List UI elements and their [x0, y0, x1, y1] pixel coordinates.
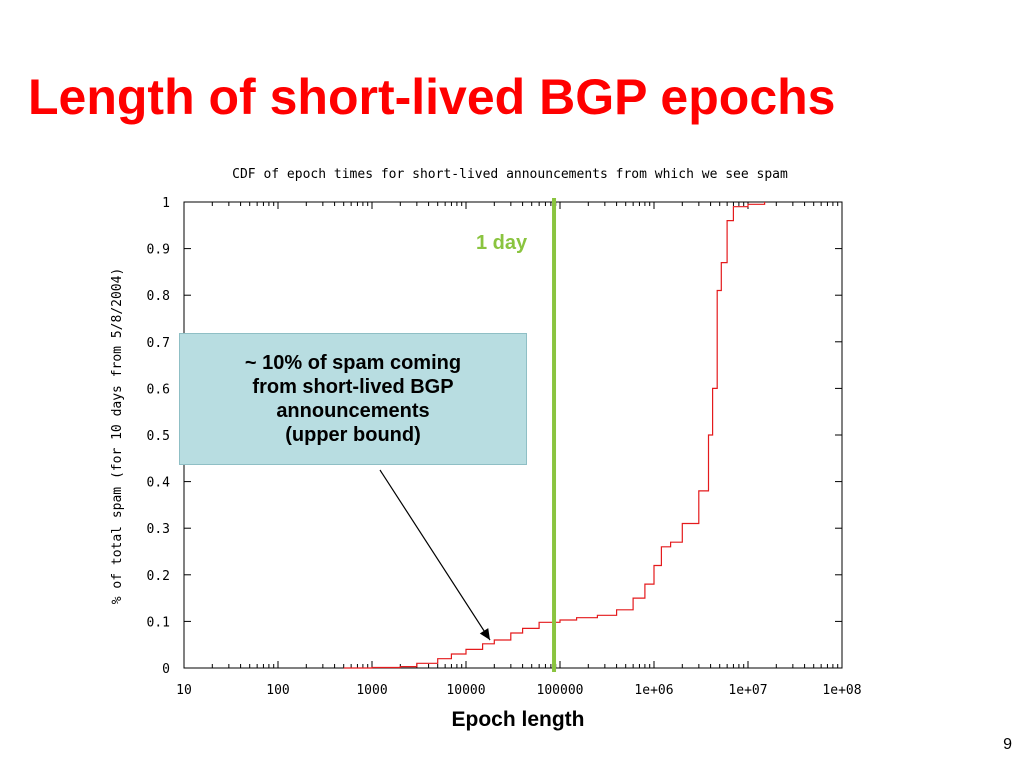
annotation-arrow-head — [479, 628, 490, 641]
y-tick-label: 0.5 — [147, 429, 170, 444]
page-number: 9 — [1003, 736, 1012, 753]
y-tick-label: 0.6 — [147, 382, 170, 397]
chart-title: CDF of epoch times for short-lived annou… — [232, 167, 788, 182]
slide-title: Length of short-lived BGP epochs — [28, 69, 836, 125]
x-axis-label: Epoch length — [451, 708, 585, 731]
y-tick-label: 0.9 — [147, 243, 170, 258]
y-tick-label: 0.4 — [147, 476, 171, 491]
y-tick-label: 1 — [162, 196, 170, 211]
series-layer — [343, 202, 766, 669]
annotation-callout: ~ 10% of spam coming from short-lived BG… — [179, 333, 527, 465]
x-tick-label: 100000 — [537, 683, 584, 698]
annotation-arrow-line — [379, 469, 491, 641]
x-tick-label: 10 — [176, 683, 192, 698]
x-tick-label: 1000 — [356, 683, 387, 698]
y-axis-label: % of total spam (for 10 days from 5/8/20… — [110, 268, 125, 605]
callout-line: (upper bound) — [285, 424, 421, 446]
x-tick-label: 100 — [266, 683, 289, 698]
x-tick-label: 1e+08 — [822, 683, 861, 698]
x-tick-label: 10000 — [446, 683, 485, 698]
y-tick-label: 0.8 — [147, 289, 170, 304]
y-tick-label: 0 — [162, 662, 170, 677]
callout-line: announcements — [276, 400, 430, 422]
x-tick-label: 1e+07 — [728, 683, 767, 698]
callout-line: ~ 10% of spam coming — [244, 352, 462, 374]
y-tick-label: 0.7 — [147, 336, 170, 351]
y-tick-label: 0.3 — [147, 522, 170, 537]
axis-ticks: 10 100 1000 10000 100000 1e+06 1e+07 1e+08 0 0.1 0… — [147, 196, 862, 698]
one-day-label: 1 day — [476, 232, 528, 254]
y-tick-label: 0.2 — [147, 569, 170, 584]
y-tick-label: 0.1 — [147, 615, 170, 630]
arrow-layer — [379, 469, 491, 641]
x-tick-label: 1e+06 — [634, 683, 673, 698]
callout-line: from short-lived BGP — [252, 376, 454, 398]
cdf-series-line — [343, 202, 766, 669]
